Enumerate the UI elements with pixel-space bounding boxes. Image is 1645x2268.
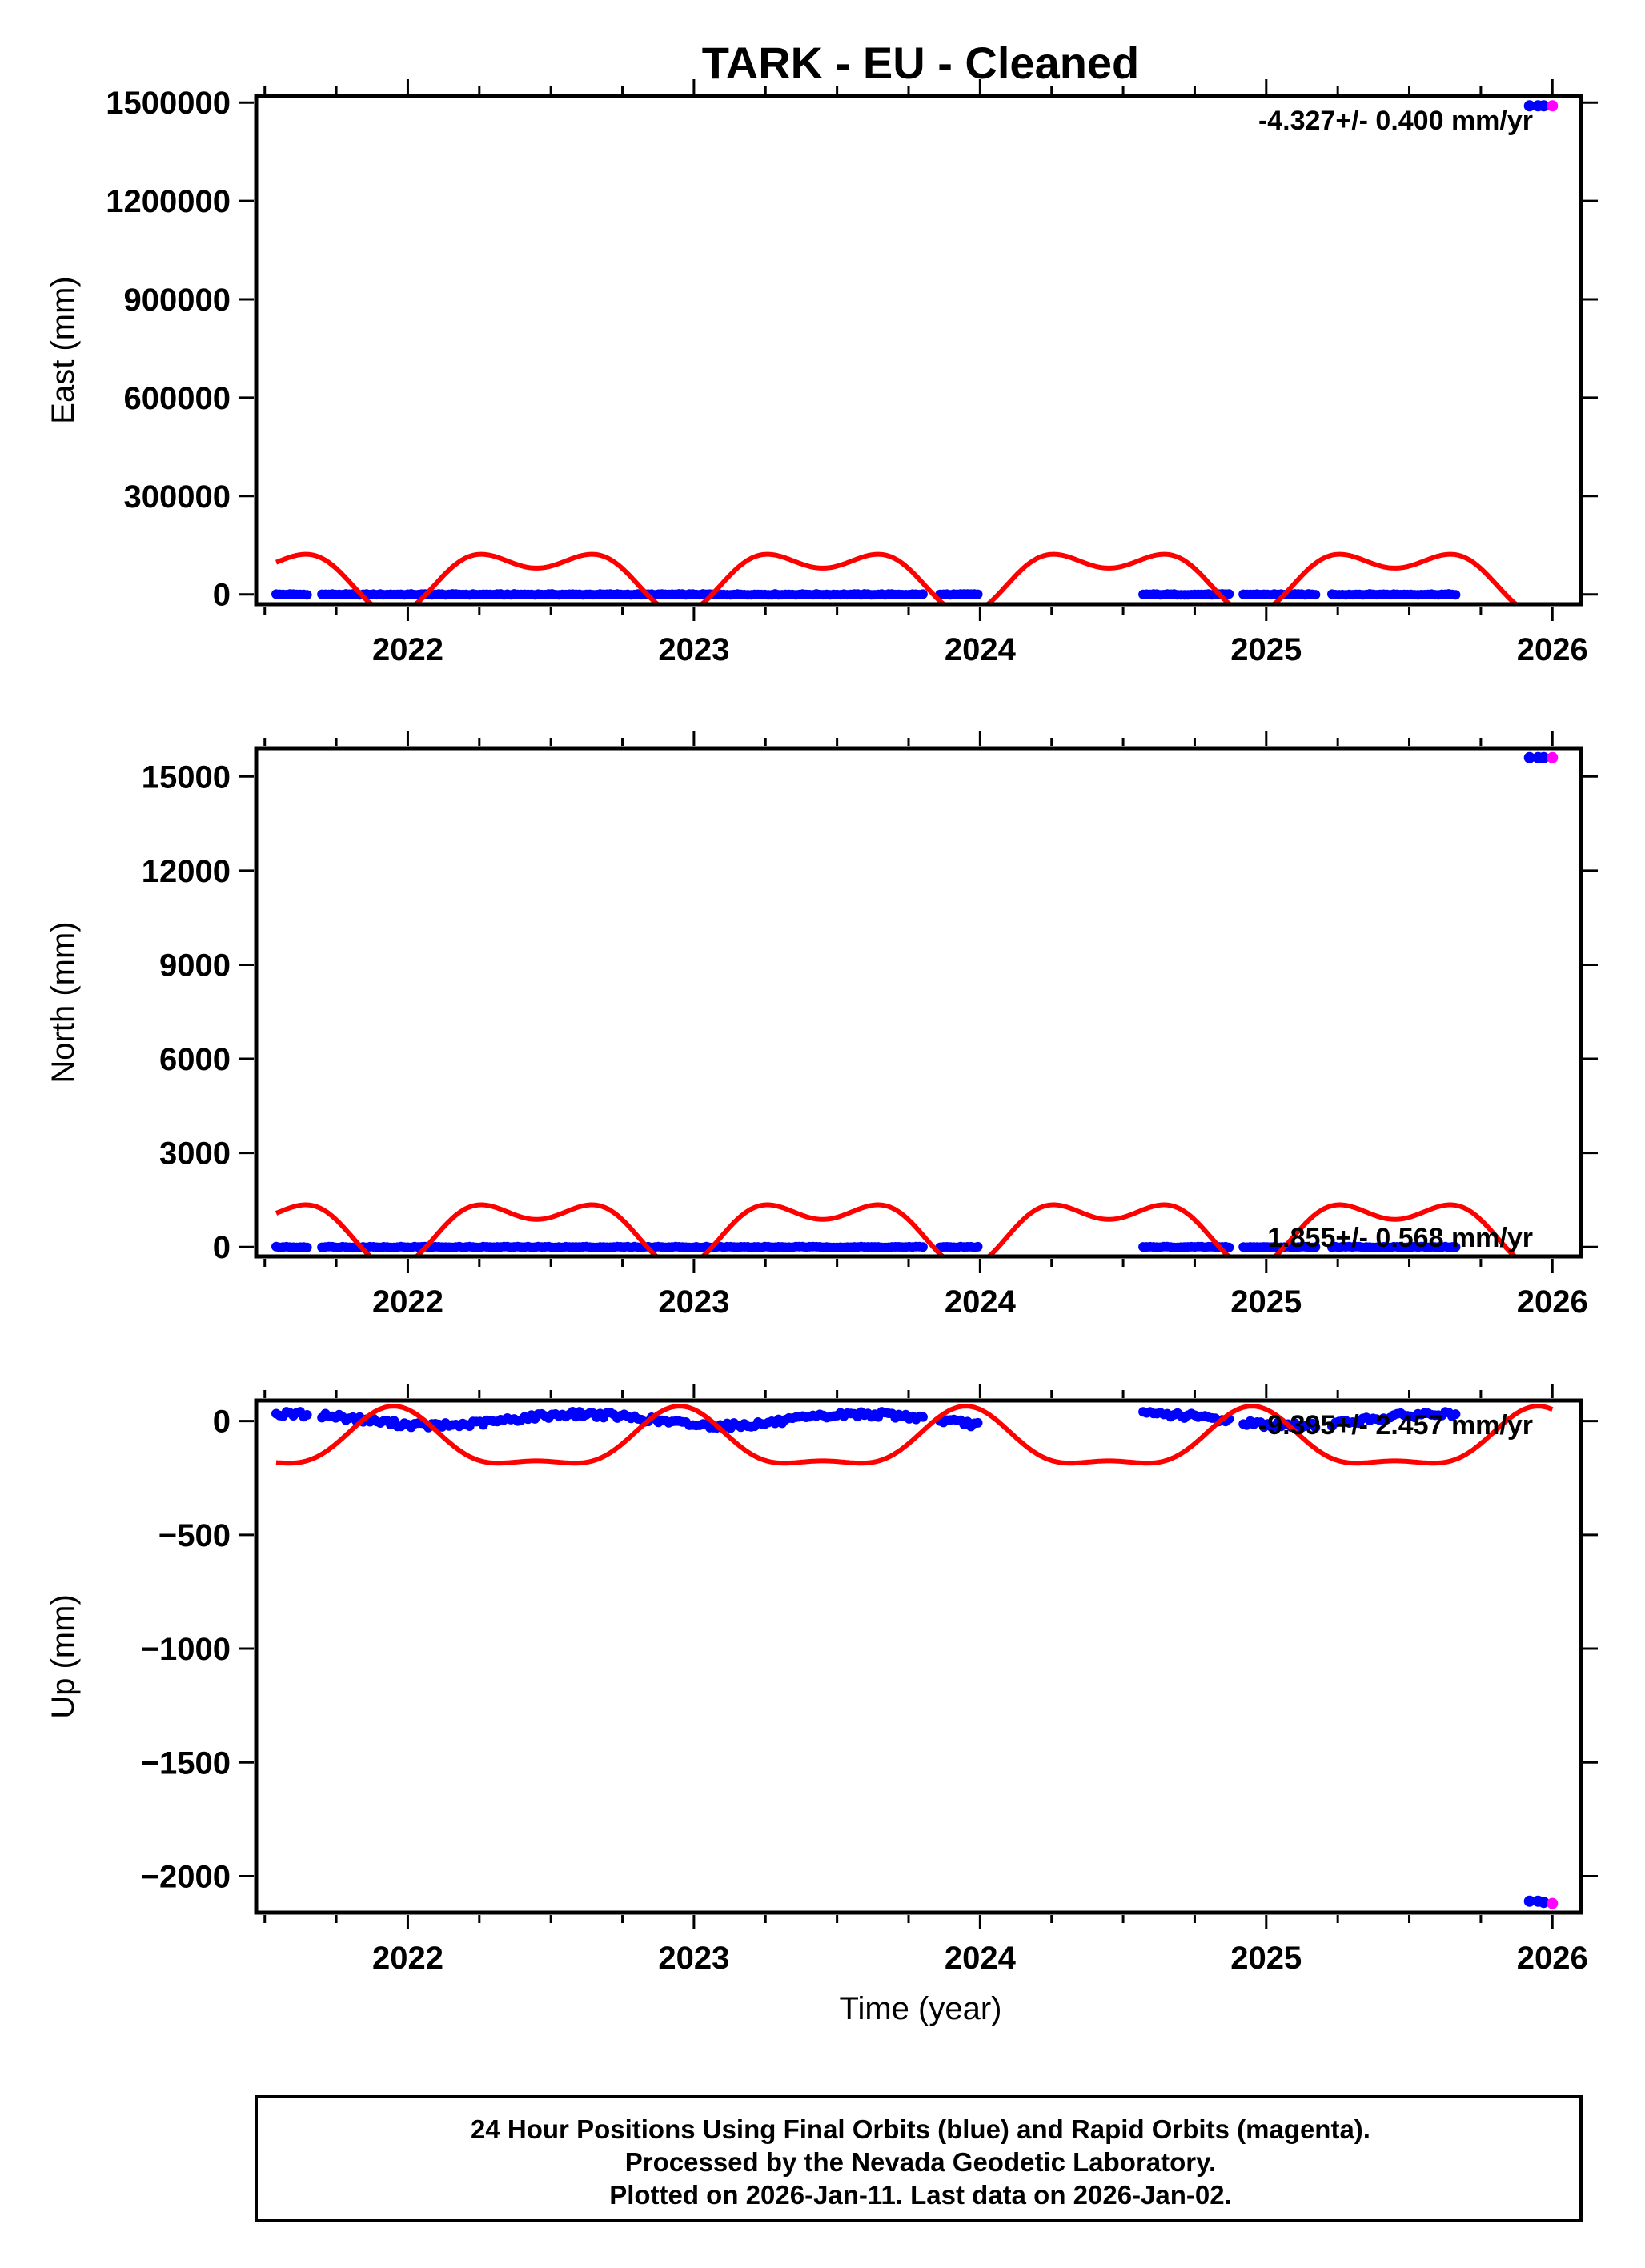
up-final-point [973,1417,983,1428]
up-ytick-label: −500 [158,1518,231,1553]
north-xtick-label: 2025 [1230,1284,1302,1320]
footer-line-2: Processed by the Nevada Geodetic Laborat… [625,2147,1216,2177]
north-final-point [1523,751,1535,763]
north-final-point [302,1242,312,1252]
north-rapid-point [1547,751,1559,763]
north-xtick-label: 2026 [1517,1284,1588,1320]
up-ylabel: Up (mm) [46,1594,81,1719]
east-xtick-label: 2022 [372,632,443,667]
footer-box [255,2095,1583,2222]
north-final-point [1224,1242,1234,1252]
east-final-point [917,589,928,599]
up-final-point [1523,1895,1535,1907]
east-data [271,100,1559,604]
up-ytick-label: −2000 [141,1859,231,1894]
up-xtick-label: 2024 [945,1941,1017,1976]
up-xtick-label: 2023 [658,1941,729,1976]
north-ytick-label: 9000 [159,948,231,983]
north-xtick-label: 2024 [945,1284,1017,1320]
north-ytick-label: 6000 [159,1042,231,1077]
east-xtick-label: 2023 [658,632,729,667]
north-ytick-label: 15000 [142,759,231,795]
north-final-point [1450,1242,1461,1252]
up-ytick-label: 0 [213,1404,231,1440]
up-rate-label: -9.395+/- 2.457 mm/yr [1258,1410,1533,1441]
east-ytick-label: 300000 [124,479,231,515]
east-ytick-label: 1200000 [106,184,231,219]
east-ytick-label: 600000 [124,381,231,416]
north-ytick-label: 12000 [142,854,231,889]
east-xtick-label: 2024 [945,632,1017,667]
up-model-curve [275,1404,1554,1466]
up-rapid-point [1547,1897,1559,1909]
up-final-point [302,1410,312,1420]
chart-title: TARK - EU - Cleaned [702,38,1140,88]
north-ytick-label: 0 [213,1230,231,1265]
north-xtick-label: 2023 [658,1284,729,1320]
east-ytick-label: 900000 [124,282,231,318]
east-panel: 2022 2023 2024 2025 2026 0 300000 600000 900000 1… [46,79,1598,667]
up-ytick-label: −1000 [141,1632,231,1667]
north-panel: 2022 2023 2024 2025 2026 0 3000 6000 9000 12000 15… [46,731,1598,1320]
north-data [271,751,1559,1256]
up-ytick-label: −1500 [141,1745,231,1781]
footer-line-1: 24 Hour Positions Using Final Orbits (bl… [471,2114,1370,2144]
east-final-point [302,590,312,600]
east-ytick-label: 0 [213,578,231,613]
x-axis-label: Time (year) [840,1991,1002,2026]
up-final-point [1450,1409,1461,1420]
east-ytick-label: 1500000 [106,86,231,121]
north-final-point [1538,751,1550,763]
north-rate-label: 1.855+/- 0.568 mm/yr [1267,1223,1533,1253]
east-rapid-point [1547,100,1559,112]
east-frame [254,94,1583,607]
up-xtick-label: 2025 [1230,1941,1302,1976]
north-final-point [917,1242,928,1252]
east-ylabel: East (mm) [46,276,81,423]
east-final-point [1523,100,1535,112]
east-final-point [1310,590,1321,600]
up-frame [254,1398,1583,1915]
east-xtick-label: 2025 [1230,632,1302,667]
east-xtick-label: 2026 [1517,632,1588,667]
east-final-point [1450,590,1461,600]
up-data [271,1404,1559,1909]
north-frame [254,746,1583,1259]
east-final-point [973,589,983,599]
north-final-point [1310,1242,1321,1252]
north-ylabel: North (mm) [46,921,81,1083]
up-xtick-label: 2026 [1517,1941,1588,1976]
up-xtick-label: 2022 [372,1941,443,1976]
footer-line-3: Plotted on 2026-Jan-11. Last data on 202… [609,2180,1232,2210]
up-final-point [1310,1422,1321,1433]
east-model-curve [275,551,1520,604]
east-rate-label: -4.327+/- 0.400 mm/yr [1258,106,1533,136]
up-final-point [1538,1897,1550,1909]
up-panel: 2022 2023 2024 2025 2026 0 −500 −1000 −1500 −2000… [46,1384,1598,1976]
north-model-curve [275,1202,1519,1256]
north-xtick-label: 2022 [372,1284,443,1320]
east-final-point [1224,589,1234,599]
north-ytick-label: 3000 [159,1136,231,1172]
north-final-point [973,1241,983,1252]
up-final-point [917,1412,928,1422]
east-final-point [1538,100,1550,112]
